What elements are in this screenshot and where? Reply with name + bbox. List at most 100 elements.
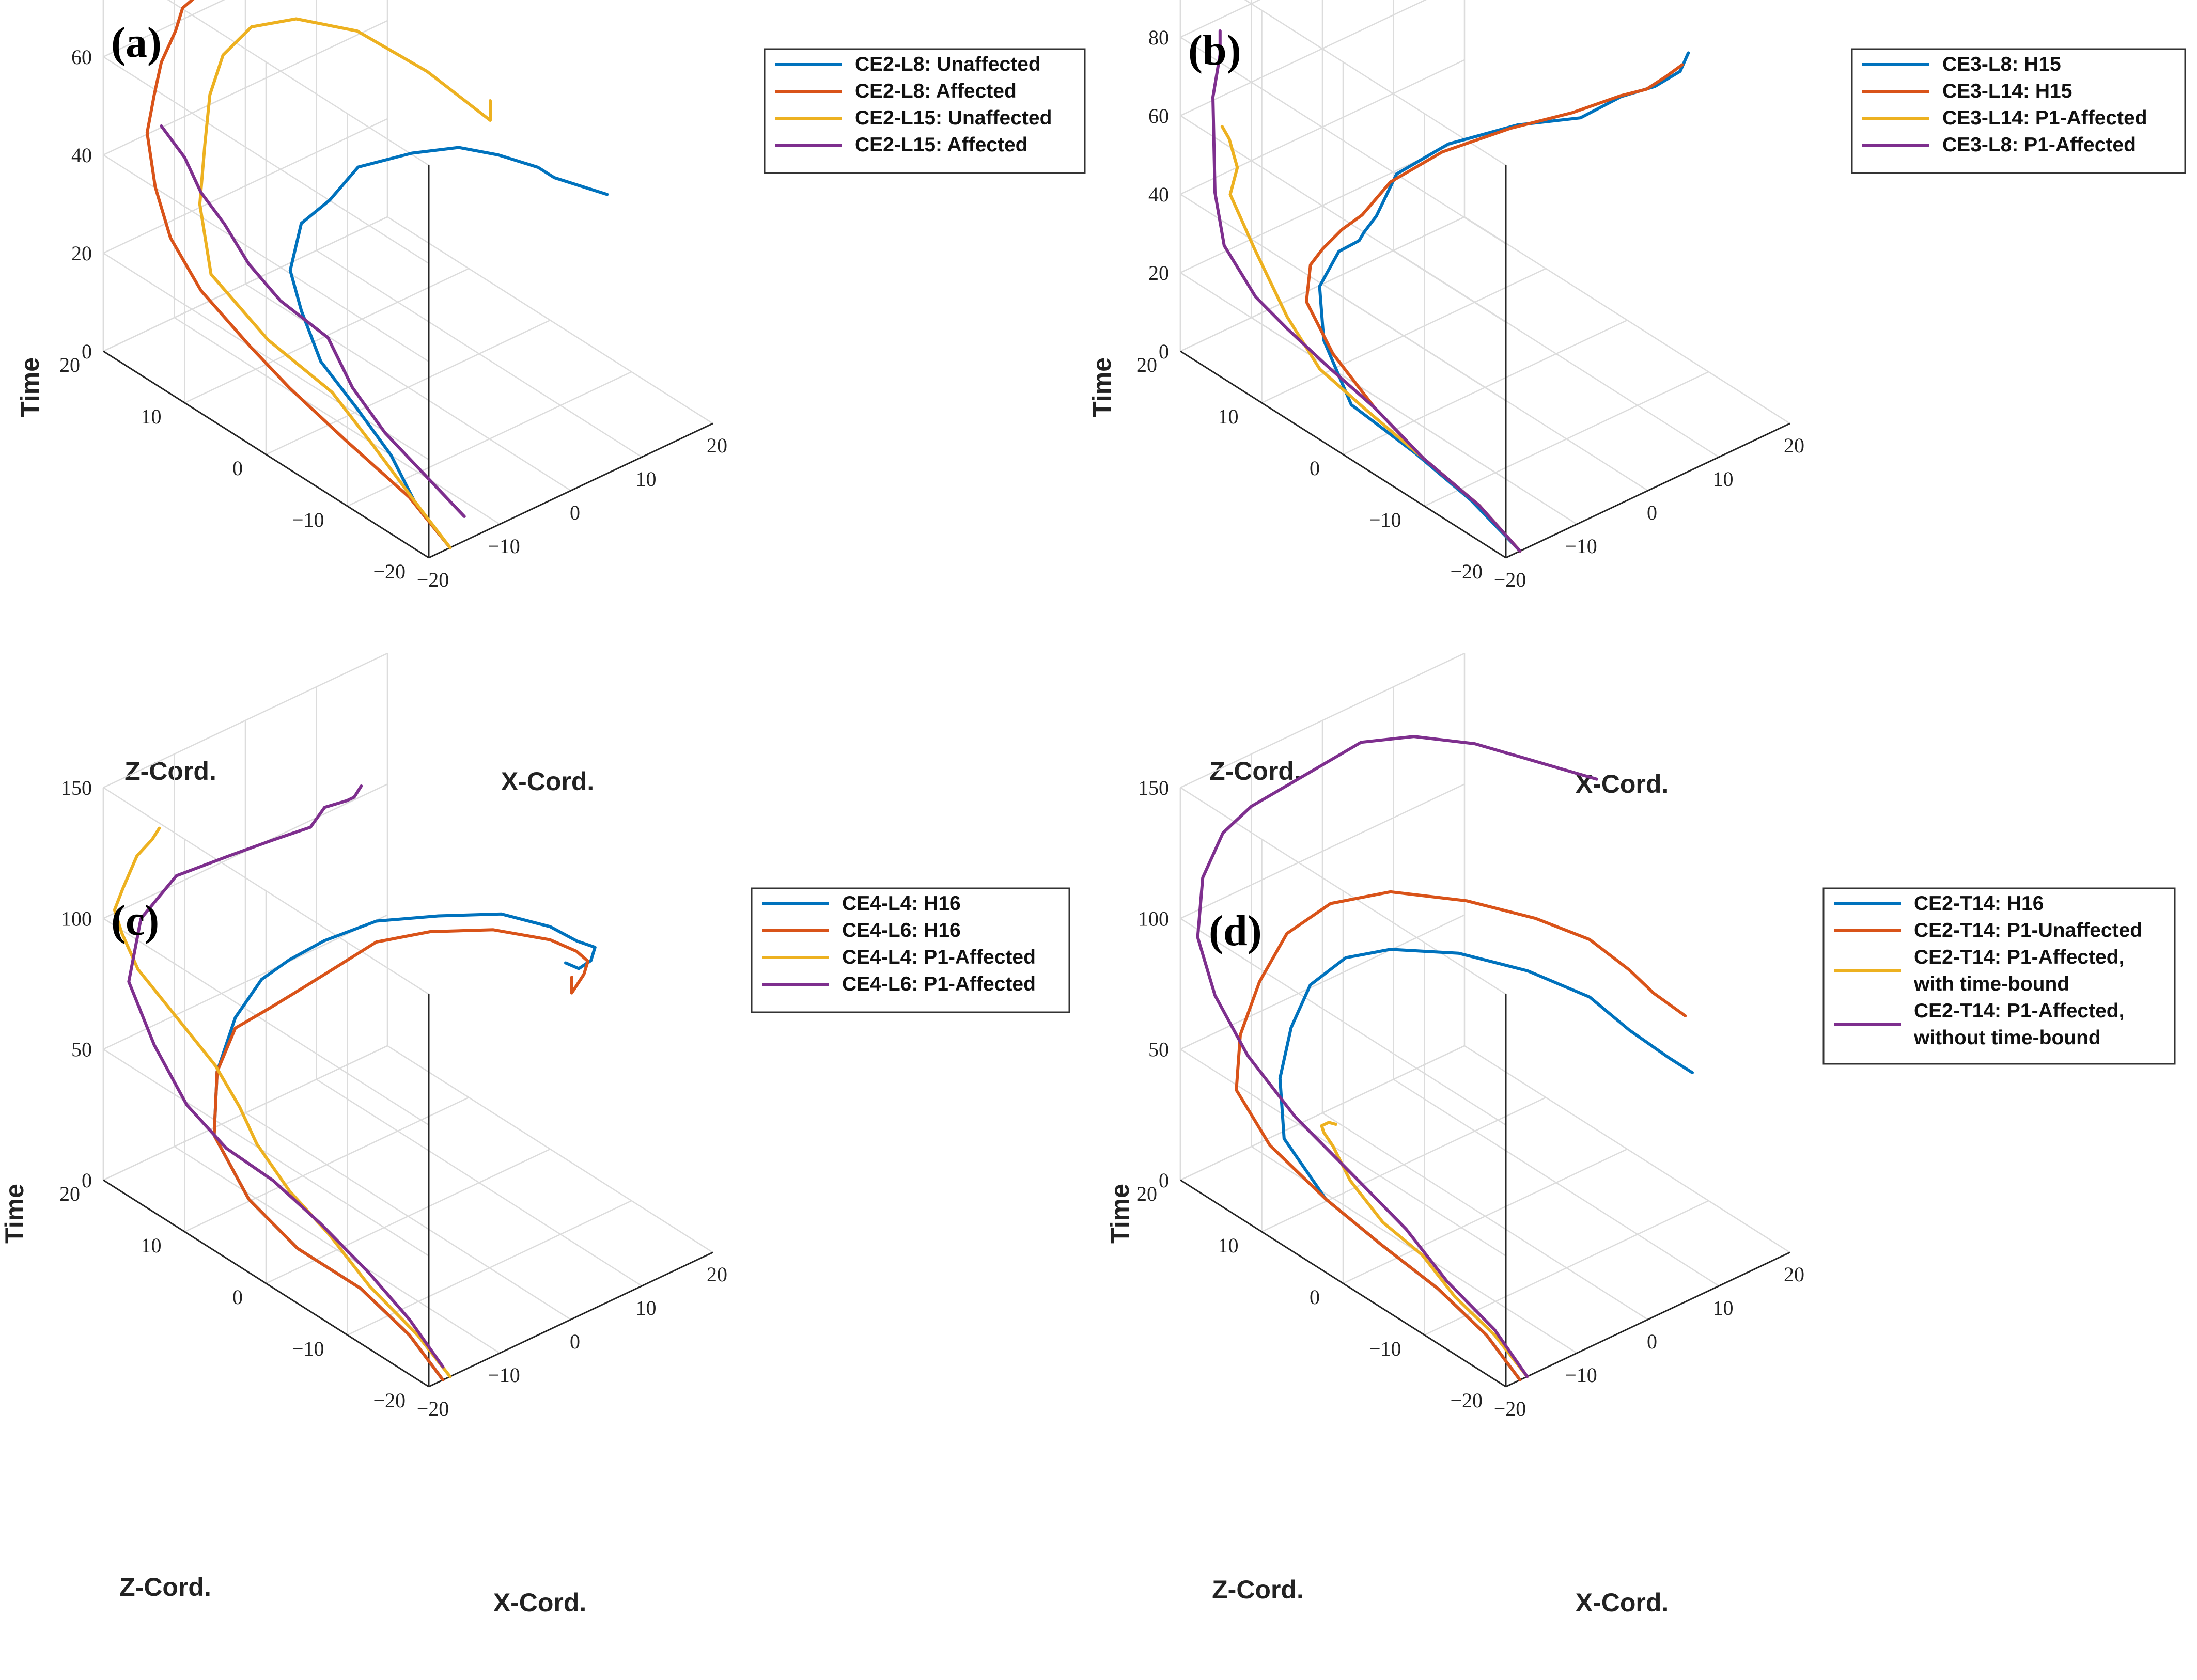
time-axis-label: Time <box>15 357 44 417</box>
x-cord-axis-label: X-Cord. <box>1576 1588 1669 1617</box>
time-tick-label: 20 <box>71 242 92 265</box>
legend-entry-label: CE4-L6: H16 <box>842 919 961 941</box>
legend: CE2-L8: Unaffected CE2-L8: Affected CE2-L1… <box>764 48 1086 174</box>
time-axis-label: Time <box>0 1184 29 1244</box>
series-line-3 <box>1220 124 1522 553</box>
wall-grid-line <box>1180 652 1465 789</box>
legend-entry-label: CE2-L15: Affected <box>855 134 1027 156</box>
x-tick-label: −20 <box>417 1397 449 1420</box>
x-axis-line <box>428 422 713 559</box>
panel-d: −20−1001020−20−1001020050100150TimeX-Cor… <box>1105 652 2176 1617</box>
time-tick-label: 150 <box>61 776 92 799</box>
time-tick-label: 60 <box>1148 104 1169 128</box>
series-line-3 <box>198 17 492 549</box>
legend-box <box>1822 887 2176 1065</box>
legend-entry-label: with time-bound <box>1913 973 2069 995</box>
wall-grid-line <box>103 20 388 156</box>
time-tick-label: 0 <box>1159 1169 1169 1192</box>
time-tick-label: 150 <box>1138 776 1169 799</box>
z-cord-tick-label: 0 <box>1310 1285 1320 1309</box>
x-tick-label: 20 <box>1784 1263 1804 1286</box>
z-cord-tick-label: 20 <box>59 1182 80 1205</box>
legend-entry-label: CE2-L8: Affected <box>855 80 1017 102</box>
z-cord-tick-label: −10 <box>292 508 324 531</box>
z-cord-tick-label: −10 <box>1369 508 1401 531</box>
wall-grid-line <box>1180 115 1506 323</box>
wall-grid-line <box>1180 36 1506 245</box>
x-axis-line <box>428 1251 713 1388</box>
z-cord-axis-line <box>103 1179 429 1388</box>
z-cord-axis-label: Z-Cord. <box>1212 1575 1304 1604</box>
z-cord-tick-label: 20 <box>1136 353 1157 376</box>
x-tick-label: −10 <box>1565 1363 1597 1387</box>
floor-grid-line <box>1343 1148 1628 1284</box>
wall-grid-line <box>1244 0 1506 166</box>
wall-grid-line <box>1180 918 1506 1126</box>
z-cord-axis-label: Z-Cord. <box>119 1573 211 1602</box>
wall-grid-line <box>1180 0 1261 38</box>
z-cord-tick-label: 10 <box>141 405 162 428</box>
legend-entry-label: CE2-T14: P1-Affected, <box>1914 1000 2124 1022</box>
x-tick-label: −20 <box>417 568 449 591</box>
x-tick-label: 0 <box>570 1330 580 1353</box>
panel-label: (b) <box>1188 26 1241 74</box>
time-tick-label: 0 <box>1159 340 1169 363</box>
wall-grid-line <box>103 0 225 58</box>
time-tick-label: 100 <box>1138 907 1169 930</box>
wall-grid-line <box>1180 1048 1506 1257</box>
time-tick-label: 20 <box>1148 261 1169 285</box>
legend-entry-label: CE2-T14: H16 <box>1914 892 2044 915</box>
wall-grid-line <box>103 216 388 352</box>
legend-entry-label: CE3-L14: P1-Affected <box>1942 107 2147 129</box>
z-cord-tick-label: −20 <box>373 1389 406 1412</box>
legend-entry-label: CE2-L15: Unaffected <box>855 107 1052 129</box>
series-line-1 <box>288 146 609 549</box>
x-tick-label: 0 <box>570 501 580 524</box>
x-tick-label: 10 <box>636 1296 657 1320</box>
panel-label: (c) <box>111 897 159 945</box>
series-line-2 <box>212 928 589 1381</box>
legend-box <box>751 887 1070 1013</box>
legend-entry-label: CE3-L14: H15 <box>1942 80 2072 102</box>
floor-grid-line <box>1424 371 1709 507</box>
z-cord-axis-label: Z-Cord. <box>1209 757 1301 786</box>
x-tick-label: 10 <box>636 467 657 491</box>
legend: CE2-T14: H16 CE2-T14: P1-Unaffected CE2-T1… <box>1822 887 2176 1065</box>
time-tick-label: 50 <box>71 1038 92 1061</box>
z-cord-tick-label: 10 <box>141 1234 162 1257</box>
legend-entry-label: CE4-L4: H16 <box>842 892 961 915</box>
x-axis-line <box>1505 422 1790 559</box>
x-cord-axis-label: X-Cord. <box>501 767 595 796</box>
z-cord-tick-label: −10 <box>292 1337 324 1360</box>
floor-grid-line <box>1261 1096 1547 1233</box>
panel-label: (a) <box>111 19 162 67</box>
series-line-3 <box>113 826 452 1378</box>
time-tick-label: 0 <box>82 340 92 363</box>
wall-grid-line <box>103 56 429 264</box>
series-line-4 <box>1196 735 1598 1378</box>
x-tick-label: 20 <box>707 1263 727 1286</box>
x-tick-label: −20 <box>1494 1397 1526 1420</box>
legend-entry-label: CE3-L8: H15 <box>1942 53 2061 75</box>
z-cord-axis-line <box>1180 1179 1506 1388</box>
x-cord-axis-label: X-Cord. <box>1576 770 1669 798</box>
wall-grid-line <box>103 652 388 789</box>
x-tick-label: 0 <box>1647 501 1657 524</box>
z-cord-axis-label: Z-Cord. <box>124 757 216 786</box>
legend-entry-label: CE2-L8: Unaffected <box>855 53 1041 75</box>
wall-grid-line <box>1180 272 1506 480</box>
wall-grid-line <box>103 252 429 461</box>
panel-label: (d) <box>1209 907 1262 955</box>
time-tick-label: 80 <box>1148 26 1169 49</box>
x-tick-label: −10 <box>1565 535 1597 558</box>
wall-grid-line <box>1180 783 1465 919</box>
legend: CE3-L8: H15 CE3-L14: H15 CE3-L14: P1-Affec… <box>1851 48 2186 174</box>
legend: CE4-L4: H16 CE4-L6: H16 CE4-L4: P1-Affecte… <box>751 887 1070 1013</box>
x-tick-label: 20 <box>1784 434 1804 457</box>
legend-box <box>1851 48 2186 174</box>
z-cord-tick-label: 20 <box>1136 1182 1157 1205</box>
z-cord-tick-label: 10 <box>1218 405 1239 428</box>
time-axis-label: Time <box>1105 1184 1134 1244</box>
series-line-2 <box>1305 63 1684 553</box>
